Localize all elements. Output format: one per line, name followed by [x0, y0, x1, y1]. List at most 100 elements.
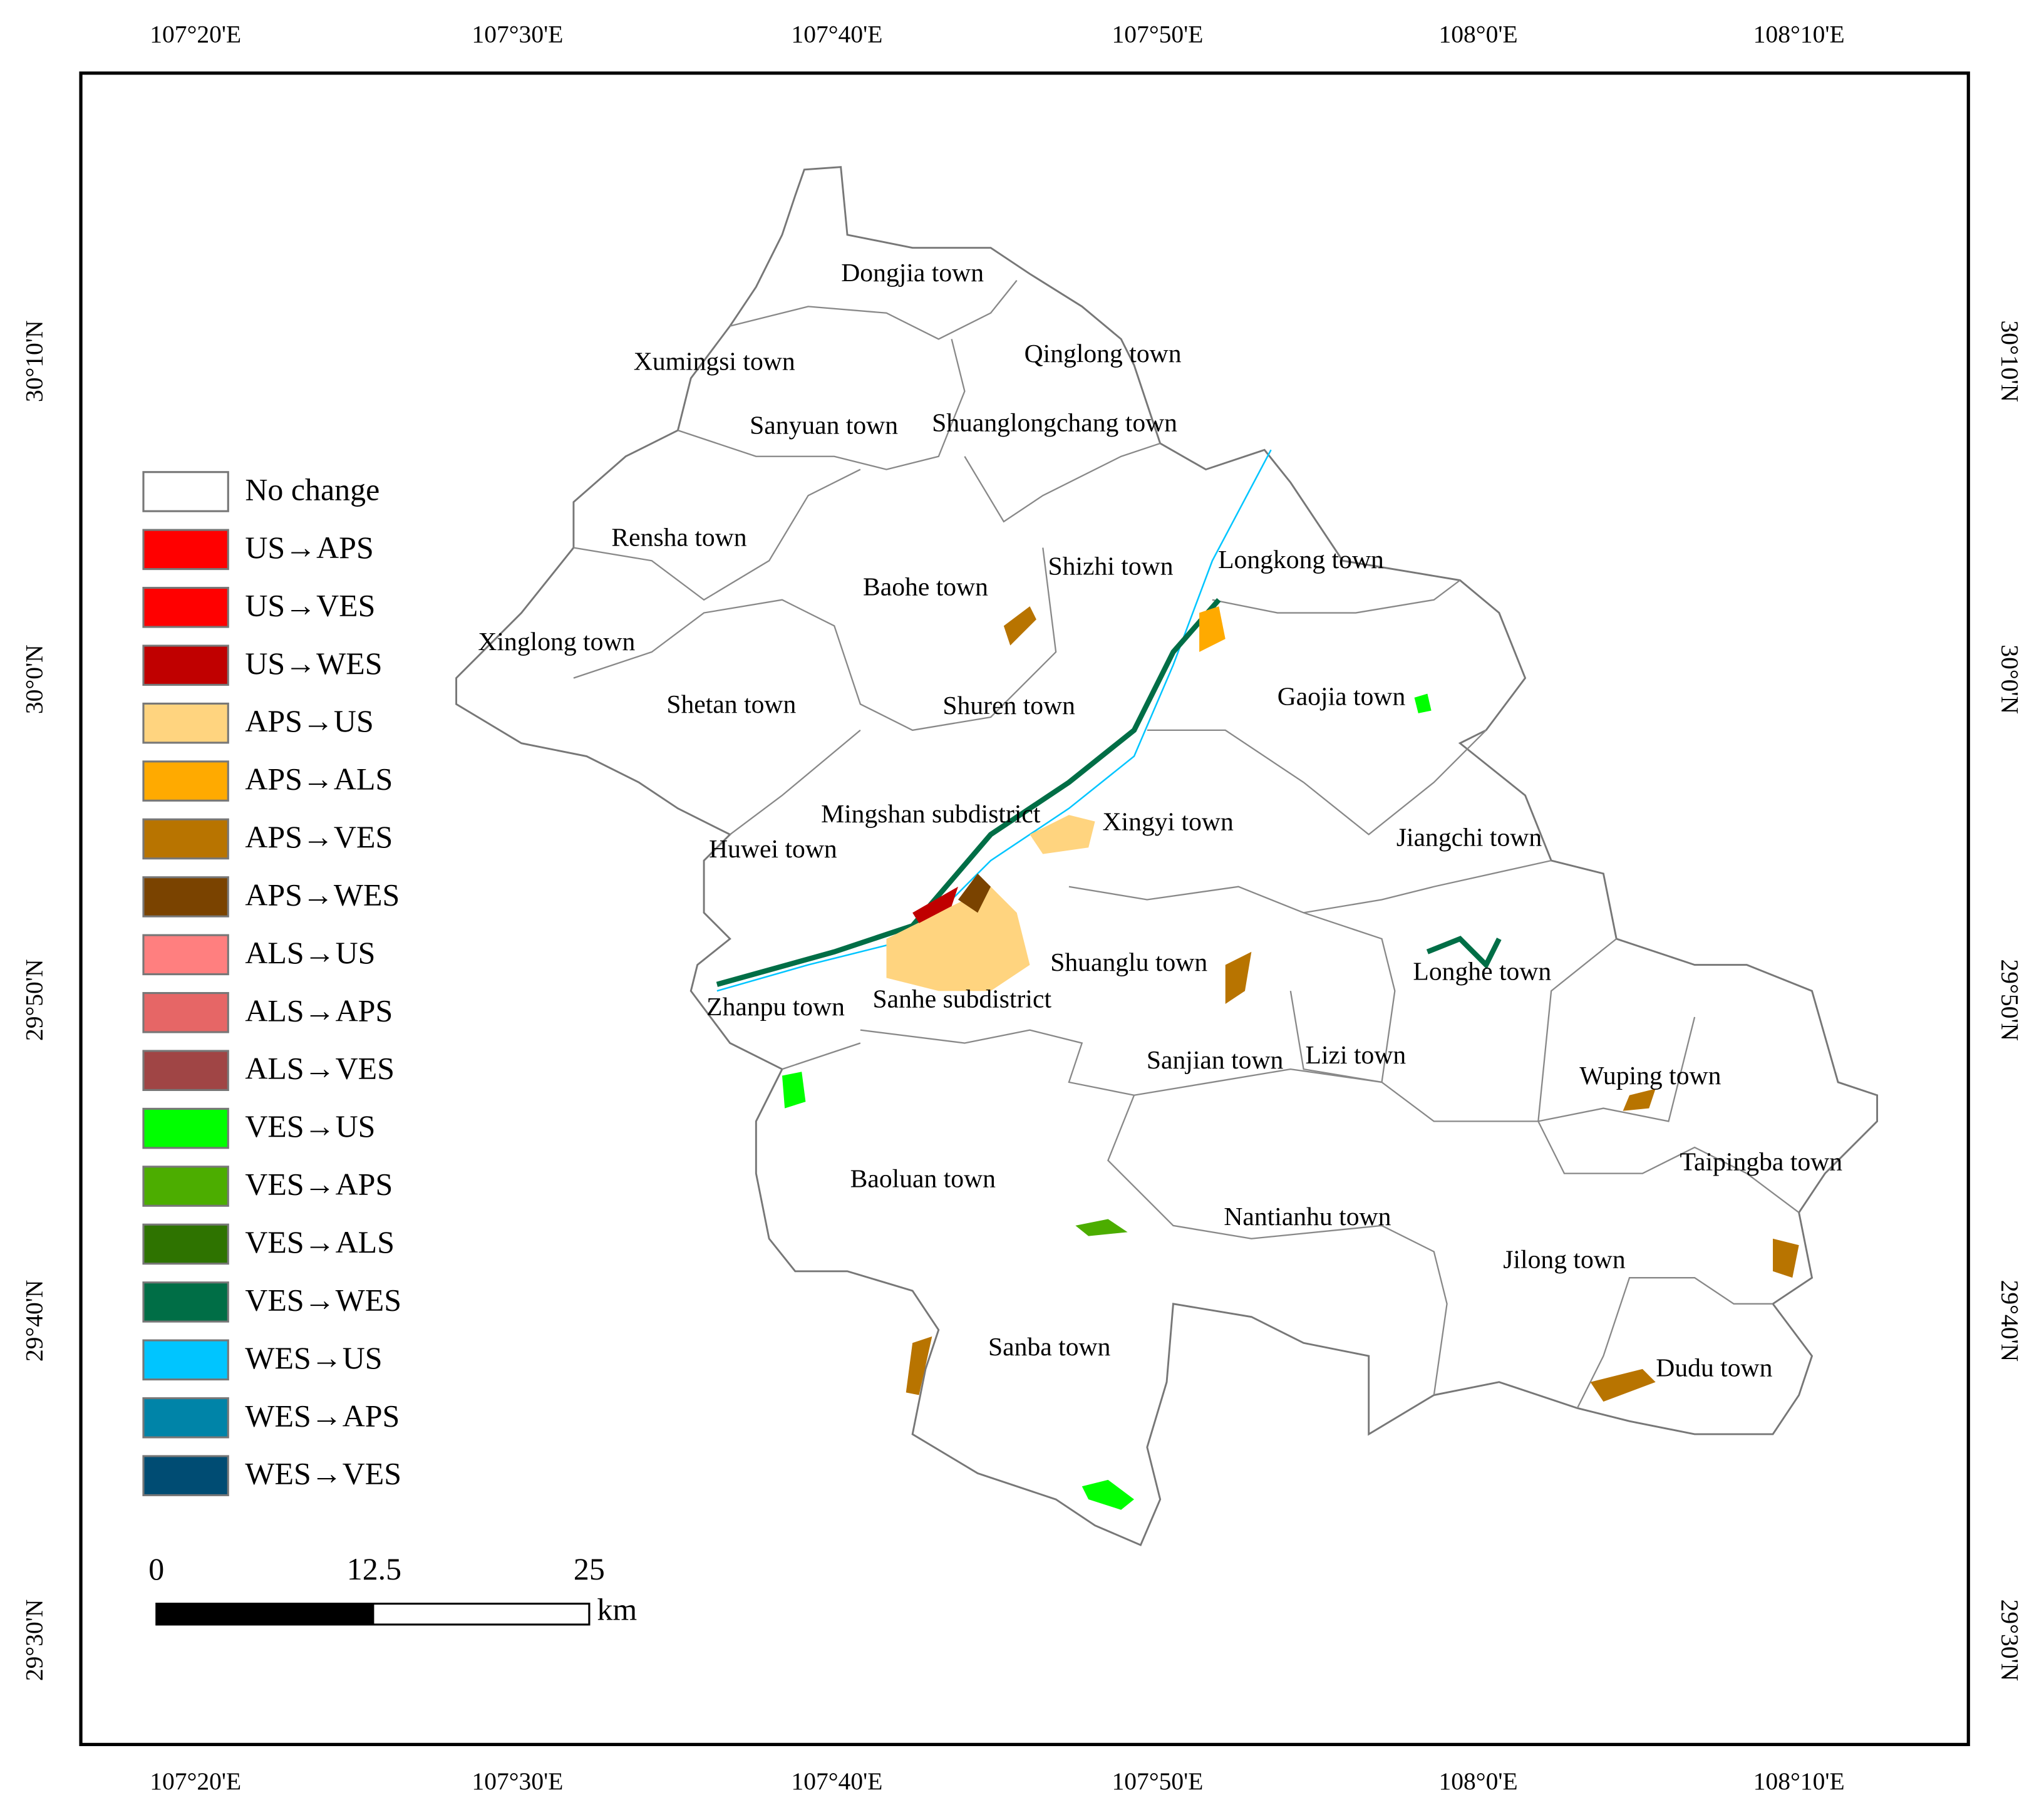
change-patch	[1623, 1088, 1656, 1111]
change-patch	[716, 597, 1221, 987]
lat-label: 30°0'N	[1996, 644, 2024, 714]
town-boundaries	[573, 280, 1800, 1409]
town-label: Baohe town	[863, 573, 988, 602]
legend-swatch	[142, 471, 229, 512]
town-label: Shetan town	[666, 690, 796, 719]
lon-label: 107°20'E	[150, 21, 241, 48]
map-frame	[79, 71, 1970, 1747]
town-label: Mingshan subdistrict	[821, 800, 1041, 829]
lon-label: 107°40'E	[791, 1767, 882, 1795]
legend-label: VES→US	[245, 1109, 375, 1144]
town-boundary	[860, 1016, 1696, 1122]
change-patch	[1590, 1368, 1656, 1402]
lat-label: 30°0'N	[20, 644, 48, 714]
legend-swatch	[142, 587, 229, 628]
legend-label: VES→APS	[245, 1167, 393, 1202]
town-label: Jiangchi town	[1396, 823, 1542, 852]
legend-swatch	[142, 1455, 229, 1496]
legend-swatch	[142, 760, 229, 802]
legend-label: APS→US	[245, 703, 373, 738]
lon-label: 108°0'E	[1438, 21, 1517, 48]
town-label: Zhanpu town	[706, 993, 845, 1021]
legend-swatch	[142, 1223, 229, 1265]
town-boundary	[730, 730, 861, 835]
lon-label: 107°20'E	[150, 1767, 241, 1795]
town-label: Huwei town	[709, 835, 837, 864]
legend-label: WES→US	[245, 1340, 382, 1375]
change-patch	[782, 1072, 806, 1109]
change-patch	[1199, 606, 1226, 652]
river	[716, 449, 1272, 992]
town-label: Dudu town	[1656, 1354, 1772, 1383]
town-label: Sanyuan town	[750, 411, 898, 440]
legend-swatch	[142, 1107, 229, 1149]
legend-swatch	[142, 991, 229, 1033]
legend-swatch	[142, 1339, 229, 1381]
change-patch	[1003, 606, 1036, 646]
change-patch	[1225, 951, 1252, 1005]
change-patch	[1030, 815, 1095, 854]
town-label: Xingyi town	[1102, 807, 1233, 836]
town-boundary	[1537, 938, 1617, 1122]
lat-label: 29°50'N	[20, 959, 48, 1041]
town-label: Lizi town	[1306, 1041, 1407, 1070]
town-boundary	[1576, 1277, 1773, 1409]
town-boundary	[1212, 579, 1461, 614]
town-label: Wuping town	[1579, 1062, 1721, 1090]
legend-swatch	[142, 934, 229, 976]
change-patch	[1414, 693, 1432, 713]
town-label: Baoluan town	[850, 1165, 996, 1194]
change-patch	[906, 1336, 932, 1395]
town-boundary	[1289, 912, 1396, 1083]
lat-label: 29°40'N	[1996, 1280, 2024, 1362]
town-label: Xumingsi town	[634, 348, 795, 376]
lat-label: 29°30'N	[1996, 1600, 2024, 1682]
legend-label: No change	[245, 472, 379, 507]
legend-label: US→APS	[245, 530, 373, 565]
legend-label: WES→VES	[245, 1456, 401, 1491]
scale-label: 25	[574, 1551, 605, 1586]
lon-label: 108°0'E	[1438, 1767, 1517, 1795]
lon-label: 107°30'E	[472, 21, 563, 48]
town-label: Shuanglongchang town	[932, 408, 1177, 437]
town-boundary	[573, 468, 861, 601]
change-patch	[912, 886, 958, 923]
town-boundary	[1107, 1095, 1448, 1395]
lat-label: 30°10'N	[1996, 320, 2024, 402]
legend-label: VES→ALS	[245, 1224, 395, 1259]
town-boundary	[678, 339, 966, 470]
town-label: Nantianhu town	[1224, 1202, 1391, 1231]
town-boundary	[1537, 1120, 1800, 1214]
town-label: Sanhe subdistrict	[872, 985, 1051, 1013]
legend-swatch	[142, 1397, 229, 1439]
town-boundary	[782, 1042, 861, 1070]
town-label: Longhe town	[1413, 958, 1551, 986]
town-label: Sanjian town	[1147, 1046, 1284, 1075]
change-patch	[1081, 1479, 1135, 1510]
legend-swatch	[142, 702, 229, 744]
lon-label: 107°30'E	[472, 1767, 563, 1795]
town-label: Shuanglu town	[1050, 948, 1207, 977]
town-boundary	[573, 547, 1057, 732]
legend-label: APS→ALS	[245, 762, 393, 797]
lat-label: 29°50'N	[1996, 959, 2024, 1041]
legend-label: US→WES	[245, 646, 382, 681]
legend-swatch	[142, 1281, 229, 1323]
legend-label: VES→WES	[245, 1282, 401, 1317]
town-boundary	[1068, 859, 1552, 914]
town-label: Shizhi town	[1048, 552, 1174, 581]
legend-swatch	[142, 876, 229, 918]
town-label: Xinglong town	[478, 628, 635, 656]
town-label: Longkong town	[1218, 546, 1384, 574]
legend-label: US→VES	[245, 587, 375, 623]
scale-label: 0	[148, 1551, 164, 1586]
town-label: Taipingba town	[1680, 1148, 1843, 1177]
legend-swatch	[142, 529, 229, 571]
town-boundary	[964, 442, 1161, 523]
lon-label: 108°10'E	[1753, 1767, 1845, 1795]
legend-label: ALS→US	[245, 935, 375, 970]
town-label: Rensha town	[611, 524, 746, 552]
legend-swatch	[142, 1166, 229, 1207]
